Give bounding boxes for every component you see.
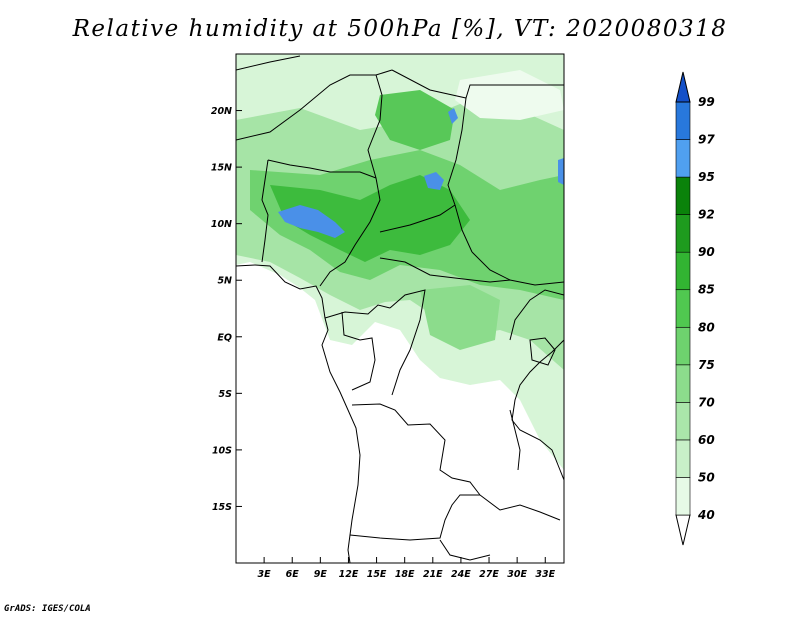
border-sudan-south [471,251,511,281]
lat-tick-label: 10S [212,445,232,456]
border-angola-south [349,494,480,541]
coast-east [511,339,564,481]
colorbar-swatch [675,364,691,403]
colorbar-label: 75 [698,358,715,372]
lon-tick-label: 30E [507,569,527,580]
lat-tick-label: 20N [211,106,232,117]
colorbar-swatch [675,251,691,291]
colorbar-swatch [675,214,691,253]
border-niger-nigeria [267,159,377,179]
border-chad-sudan [447,97,473,253]
colorbar-label: 99 [698,95,715,109]
humidity-core-north [448,108,458,124]
lat-tick-label: 10N [211,219,232,230]
lon-tick-label: 21E [423,569,443,580]
lat-tick-label: 5N [217,276,232,287]
border-car-south [379,257,564,286]
border-east-africa [509,289,564,341]
border-algeria [236,55,301,71]
colorbar-min-arrow [675,514,691,546]
colorbar-label: 95 [698,170,715,184]
country-boundaries [236,55,564,563]
colorbar-label: 90 [698,245,715,259]
longitude-ticks: 3E 6E 9E 12E 15E 18E 21E 24E 27E 30E 33E [258,557,556,580]
lon-tick-label: 6E [286,569,300,580]
colorbar-label: 85 [698,283,715,297]
colorbar-swatch [675,477,691,516]
colorbar-swatch [675,402,691,441]
lon-tick-label: 12E [339,569,359,580]
humidity-core-chad [424,172,444,190]
colorbar-label: 60 [698,433,715,447]
border-south-sea [439,539,491,561]
lon-tick-label: 33E [535,569,555,580]
colorbar-swatch [675,176,691,215]
colorbar-swatch [675,326,691,366]
humidity-core-nigeria [278,205,345,238]
lon-tick-label: 15E [367,569,387,580]
border-drc-angola [351,403,481,496]
colorbar-swatch [675,289,691,328]
humidity-region-south-patch [420,285,500,350]
colorbar-swatch [675,101,691,140]
lat-tick-label: 5S [219,389,233,400]
chart-title: Relative humidity at 500hPa [%], VT: 202… [72,16,728,42]
colorbar-label: 40 [697,508,715,522]
lat-tick-label: EQ [217,332,232,343]
border-zambia [479,494,561,521]
lat-tick-label: 15N [211,163,232,174]
humidity-core-east [558,158,564,185]
colorbar-label: 92 [698,208,715,222]
humidity-region-wet [270,175,470,262]
humidity-region-north-wet [375,90,455,150]
lat-tick-label: 15S [212,502,232,513]
colorbar-label: 50 [698,470,715,484]
colorbar-label: 70 [698,395,715,409]
map-frame [235,53,565,564]
border-mali-niger [236,74,376,141]
lon-tick-label: 3E [258,569,272,580]
colorbar: 40 50 60 70 75 80 85 90 92 95 97 99 [675,71,715,546]
border-cameroon-south [324,304,391,319]
lake-victoria [529,337,556,366]
grads-credit: GrADS: IGES/COLA [4,604,91,614]
border-libya-south [391,69,564,99]
lake-tanganyika [509,409,521,471]
colorbar-label: 80 [698,320,715,334]
lon-tick-label: 27E [479,569,499,580]
colorbar-swatch [675,439,691,478]
coastline [236,264,361,563]
humidity-shading [236,54,564,470]
lon-tick-label: 9E [314,569,328,580]
border-nigeria-cameroon [319,177,381,287]
border-car-north [379,204,456,233]
lon-tick-label: 18E [395,569,415,580]
border-chad-west [367,69,393,179]
border-gabon-congo [341,311,376,391]
latitude-ticks: 20N 15N 10N 5N EQ 5S 10S 15S [211,106,242,513]
humidity-region-dry-band [455,70,564,120]
colorbar-swatch [675,139,691,178]
border-congo-drc [389,289,426,396]
colorbar-label: 97 [698,133,715,147]
colorbar-max-arrow [675,71,691,103]
border-benin [261,159,269,263]
lon-tick-label: 24E [451,569,471,580]
